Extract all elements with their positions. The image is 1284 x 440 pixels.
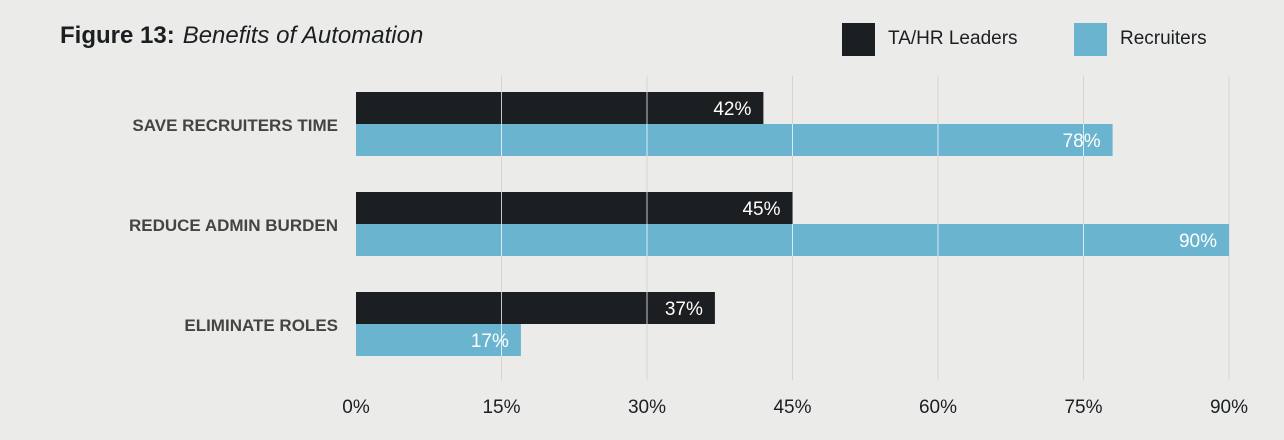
tick-label-15: 15% bbox=[482, 397, 520, 418]
bar-ta-hr-leaders-1 bbox=[356, 192, 793, 224]
bar-ta-hr-leaders-0 bbox=[356, 92, 764, 124]
tick-label-45: 45% bbox=[773, 397, 811, 418]
tick-label-90: 90% bbox=[1210, 397, 1248, 418]
data-label-recruiters-0: 78% bbox=[1063, 131, 1101, 152]
category-label-2: ELIMINATE ROLES bbox=[184, 316, 338, 335]
category-label-1: REDUCE ADMIN BURDEN bbox=[129, 216, 338, 235]
tick-label-0: 0% bbox=[342, 397, 370, 418]
figure-label: Figure 13: bbox=[60, 22, 175, 49]
data-label-ta-hr-leaders-0: 42% bbox=[713, 99, 751, 120]
data-label-recruiters-2: 17% bbox=[471, 331, 509, 352]
category-label-0: SAVE RECRUITERS TIME bbox=[132, 116, 338, 135]
legend-label-ta-hr-leaders: TA/HR Leaders bbox=[888, 28, 1018, 49]
legend-item-recruiters: Recruiters bbox=[1074, 22, 1207, 56]
bar-recruiters-0 bbox=[356, 124, 1113, 156]
tick-label-75: 75% bbox=[1064, 397, 1102, 418]
legend-label-recruiters: Recruiters bbox=[1120, 28, 1207, 49]
data-label-recruiters-1: 90% bbox=[1179, 231, 1217, 252]
tick-label-30: 30% bbox=[628, 397, 666, 418]
data-label-ta-hr-leaders-1: 45% bbox=[742, 199, 780, 220]
legend-item-ta-hr-leaders: TA/HR Leaders bbox=[842, 22, 1018, 56]
bar-recruiters-2 bbox=[356, 324, 521, 356]
bar-ta-hr-leaders-2 bbox=[356, 292, 715, 324]
figure-subtitle: Benefits of Automation bbox=[182, 22, 424, 49]
figure-title: Figure 13: Benefits of Automation bbox=[60, 22, 423, 50]
legend-swatch-recruiters bbox=[1074, 22, 1107, 56]
data-label-ta-hr-leaders-2: 37% bbox=[665, 299, 703, 320]
legend-swatch-ta-hr-leaders bbox=[842, 22, 875, 56]
tick-label-60: 60% bbox=[919, 397, 957, 418]
